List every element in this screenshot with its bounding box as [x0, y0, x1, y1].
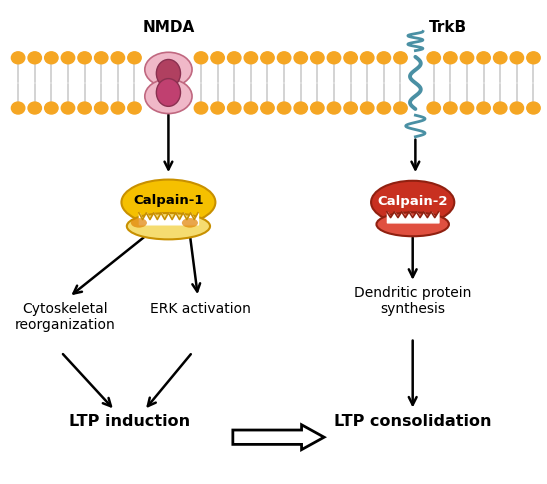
Circle shape [493, 102, 507, 114]
Circle shape [128, 102, 141, 114]
Circle shape [95, 102, 108, 114]
Circle shape [493, 52, 507, 64]
Circle shape [11, 102, 25, 114]
Circle shape [344, 102, 357, 114]
Ellipse shape [376, 212, 449, 236]
Ellipse shape [156, 60, 181, 87]
Circle shape [45, 102, 58, 114]
Circle shape [61, 52, 75, 64]
Circle shape [28, 52, 42, 64]
FancyArrow shape [233, 425, 324, 450]
Circle shape [311, 102, 324, 114]
Circle shape [377, 102, 391, 114]
Ellipse shape [182, 218, 198, 227]
Circle shape [360, 102, 374, 114]
Circle shape [261, 52, 274, 64]
Circle shape [78, 52, 91, 64]
Circle shape [11, 52, 25, 64]
Circle shape [277, 102, 291, 114]
Circle shape [277, 52, 291, 64]
Circle shape [78, 102, 91, 114]
Circle shape [194, 52, 208, 64]
Circle shape [477, 102, 490, 114]
Ellipse shape [156, 78, 181, 106]
Circle shape [510, 52, 523, 64]
Circle shape [360, 52, 374, 64]
Circle shape [444, 102, 457, 114]
Text: Calpain-1: Calpain-1 [133, 194, 203, 207]
Circle shape [244, 52, 258, 64]
Text: TrkB: TrkB [429, 20, 467, 35]
Ellipse shape [145, 52, 192, 87]
Circle shape [327, 52, 341, 64]
Circle shape [477, 52, 490, 64]
Circle shape [394, 102, 407, 114]
Circle shape [311, 52, 324, 64]
Circle shape [427, 52, 440, 64]
Text: Cytoskeletal
reorganization: Cytoskeletal reorganization [15, 302, 116, 332]
Circle shape [527, 102, 540, 114]
Text: NMDA: NMDA [142, 20, 195, 35]
Circle shape [327, 102, 341, 114]
Text: Calpain-2: Calpain-2 [377, 195, 448, 208]
Circle shape [228, 102, 241, 114]
Circle shape [294, 102, 307, 114]
Ellipse shape [145, 79, 192, 114]
Circle shape [261, 102, 274, 114]
Text: Dendritic protein
synthesis: Dendritic protein synthesis [354, 286, 472, 316]
Circle shape [228, 52, 241, 64]
Circle shape [194, 102, 208, 114]
Circle shape [294, 52, 307, 64]
Text: LTP induction: LTP induction [69, 414, 190, 429]
Ellipse shape [371, 181, 455, 224]
Circle shape [427, 102, 440, 114]
Circle shape [111, 52, 125, 64]
Ellipse shape [131, 218, 147, 227]
Circle shape [95, 52, 108, 64]
Circle shape [211, 52, 224, 64]
Ellipse shape [121, 180, 216, 225]
Circle shape [45, 52, 58, 64]
Circle shape [510, 102, 523, 114]
Circle shape [244, 102, 258, 114]
Circle shape [444, 52, 457, 64]
Circle shape [344, 52, 357, 64]
Circle shape [111, 102, 125, 114]
Circle shape [128, 52, 141, 64]
Text: ERK activation: ERK activation [150, 302, 251, 316]
Text: LTP consolidation: LTP consolidation [334, 414, 491, 429]
Circle shape [377, 52, 391, 64]
Circle shape [527, 52, 540, 64]
Circle shape [211, 102, 224, 114]
Circle shape [61, 102, 75, 114]
Circle shape [460, 52, 474, 64]
Circle shape [460, 102, 474, 114]
Circle shape [394, 52, 407, 64]
Circle shape [28, 102, 42, 114]
Ellipse shape [127, 213, 210, 240]
